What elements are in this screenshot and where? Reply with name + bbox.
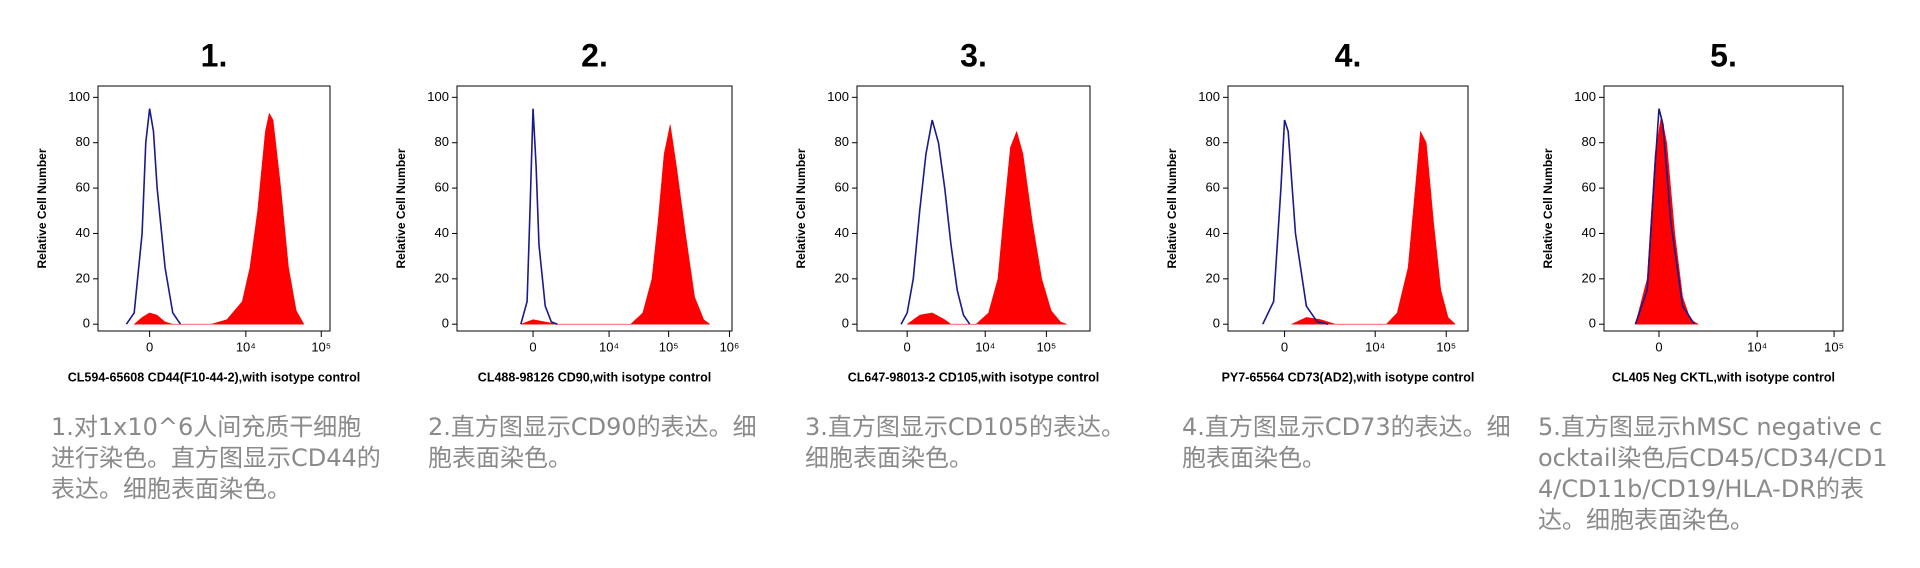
caption: 3.直方图显示CD105的表达。细胞表面染色。 [805, 413, 1125, 472]
y-tick-label: 80 [1582, 134, 1596, 149]
x-tick-label: 10⁴ [1747, 339, 1767, 354]
x-tick-label: 10⁴ [975, 339, 995, 354]
histogram-area [133, 112, 305, 325]
histogram-line [900, 119, 971, 325]
histogram-area [1635, 115, 1700, 325]
caption: 4.直方图显示CD73的表达。细胞表面染色。 [1182, 413, 1511, 472]
x-tick-label: 10⁴ [1365, 339, 1385, 354]
histogram-area [906, 130, 1067, 325]
histogram-line [520, 108, 558, 325]
histogram-line [125, 108, 182, 325]
y-axis-label: Relative Cell Number [1541, 148, 1555, 268]
histogram-area [1291, 130, 1456, 325]
y-tick-label: 20 [76, 270, 90, 285]
plot-frame [456, 85, 733, 332]
y-tick-label: 20 [1206, 270, 1220, 285]
y-tick-label: 80 [1206, 134, 1220, 149]
y-tick-label: 40 [1582, 225, 1596, 240]
y-tick-label: 80 [835, 134, 849, 149]
x-tick-label: 10⁵ [1824, 339, 1844, 354]
chart-title: 1. [201, 37, 228, 73]
x-tick-label: 0 [146, 339, 153, 354]
plot-frame [856, 85, 1091, 332]
chart-title: 3. [960, 37, 987, 73]
y-tick-label: 60 [1206, 180, 1220, 195]
y-tick-label: 60 [435, 180, 449, 195]
y-tick-label: 60 [76, 180, 90, 195]
y-tick-label: 0 [842, 316, 849, 331]
y-tick-label: 20 [435, 270, 449, 285]
caption: 1.对1x10^6人间充质干细胞进行染色。直方图显示CD44的表达。细胞表面染色… [51, 413, 381, 503]
plot-frame [97, 85, 331, 332]
y-tick-label: 100 [1198, 89, 1220, 104]
x-axis-label: CL405 Neg CKTL,with isotype control [1612, 370, 1835, 384]
x-tick-label: 0 [904, 339, 911, 354]
chart-title: 5. [1710, 37, 1737, 73]
y-tick-label: 100 [1574, 89, 1596, 104]
y-tick-label: 0 [1213, 316, 1220, 331]
y-tick-label: 0 [1589, 316, 1596, 331]
y-tick-label: 40 [76, 225, 90, 240]
chart-title: 4. [1335, 37, 1362, 73]
chart-title: 2. [581, 37, 608, 73]
histogram-line [1634, 108, 1696, 325]
x-tick-label: 10⁴ [236, 339, 256, 354]
y-tick-label: 60 [1582, 180, 1596, 195]
y-tick-label: 40 [1206, 225, 1220, 240]
histogram-line [1262, 119, 1329, 325]
y-axis-label: Relative Cell Number [794, 148, 808, 268]
y-tick-label: 80 [435, 134, 449, 149]
y-axis-label: Relative Cell Number [1165, 148, 1179, 268]
x-axis-label: CL488-98126 CD90,with isotype control [478, 370, 711, 384]
y-tick-label: 20 [1582, 270, 1596, 285]
x-tick-label: 10⁵ [311, 339, 331, 354]
y-tick-label: 20 [835, 270, 849, 285]
x-tick-label: 10⁵ [1436, 339, 1456, 354]
y-tick-label: 80 [76, 134, 90, 149]
y-tick-label: 60 [835, 180, 849, 195]
x-axis-label: CL594-65608 CD44(F10-44-2),with isotype … [68, 370, 360, 384]
y-tick-label: 0 [83, 316, 90, 331]
plot-frame [1603, 85, 1844, 332]
caption: 5.直方图显示hMSC negative cocktail染色后CD45/CD3… [1538, 413, 1888, 534]
x-tick-label: 0 [529, 339, 536, 354]
x-tick-label: 10⁵ [1036, 339, 1056, 354]
y-tick-label: 100 [427, 89, 449, 104]
x-tick-label: 10⁴ [599, 339, 619, 354]
y-axis-label: Relative Cell Number [35, 148, 49, 268]
y-tick-label: 40 [435, 225, 449, 240]
x-axis-label: PY7-65564 CD73(AD2),with isotype control [1222, 370, 1475, 384]
x-axis-label: CL647-98013-2 CD105,with isotype control [848, 370, 1099, 384]
y-axis-label: Relative Cell Number [394, 148, 408, 268]
caption: 2.直方图显示CD90的表达。细胞表面染色。 [428, 413, 757, 472]
x-tick-label: 0 [1281, 339, 1288, 354]
y-tick-label: 100 [68, 89, 90, 104]
y-tick-label: 40 [835, 225, 849, 240]
x-tick-label: 0 [1655, 339, 1662, 354]
x-tick-label: 10⁵ [659, 339, 679, 354]
x-tick-label: 10⁶ [720, 339, 740, 354]
y-tick-label: 100 [827, 89, 849, 104]
y-tick-label: 0 [442, 316, 449, 331]
histogram-area [520, 124, 711, 325]
plot-frame [1227, 85, 1469, 332]
